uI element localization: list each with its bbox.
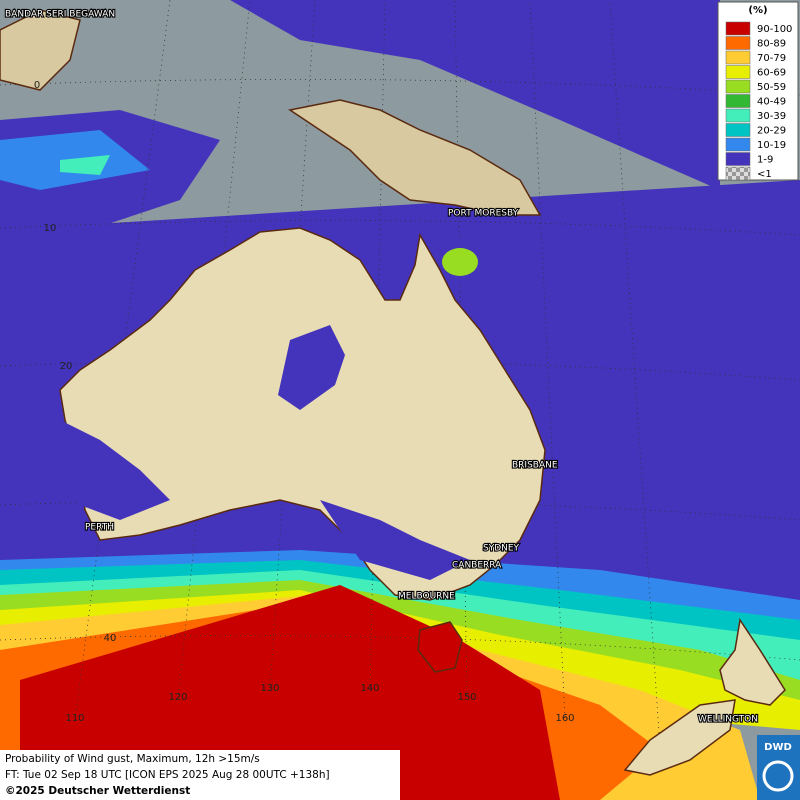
graticule-label: 110 [65, 713, 84, 724]
graticule-label: 130 [260, 683, 279, 694]
legend-label: 30-39 [757, 111, 786, 122]
legend-swatch [725, 94, 751, 108]
legend-label: 10-19 [757, 140, 786, 151]
graticule-label: 150 [457, 692, 476, 703]
city-label: WELLINGTON [698, 715, 758, 725]
legend: (%) 90-100 80-89 70-79 60-69 50-59 40-49 30-39… [717, 1, 799, 181]
city-label: PERTH [85, 523, 114, 533]
footer-box [0, 750, 400, 800]
city-label: SYDNEY [483, 544, 520, 554]
legend-label: 60-69 [757, 68, 786, 79]
legend-label: <1 [757, 169, 772, 180]
city-label: MELBOURNE [398, 592, 455, 602]
legend-swatch [725, 79, 751, 94]
legend-label: 70-79 [757, 53, 786, 64]
footer-line: FT: Tue 02 Sep 18 UTC [ICON EPS 2025 Aug… [5, 769, 330, 781]
city-label: BANDAR SERI BEGAWAN [5, 10, 115, 20]
footer-line: ©2025 Deutscher Wetterdienst [5, 785, 190, 797]
footer-line: Probability of Wind gust, Maximum, 12h >… [5, 753, 260, 765]
legend-swatch [725, 50, 751, 65]
legend-label: 1-9 [757, 155, 773, 166]
legend-label: 50-59 [757, 82, 786, 93]
legend-label: 80-89 [757, 39, 786, 50]
legend-label: 90-100 [757, 24, 792, 35]
city-label: BRISBANE [512, 461, 558, 471]
legend-swatch [725, 137, 751, 152]
graticule-label: 160 [555, 713, 574, 724]
legend-swatch [725, 166, 751, 181]
low-probability-areas [60, 240, 500, 580]
legend-swatch [725, 123, 751, 137]
land [0, 9, 786, 776]
graticule-label: 140 [360, 683, 379, 694]
legend-swatch [725, 21, 751, 36]
legend-label: 40-49 [757, 97, 786, 108]
probability-band [0, 155, 800, 690]
graticule-label: 120 [168, 692, 187, 703]
graticule-label: 20 [60, 361, 73, 372]
legend-swatch [725, 108, 751, 123]
legend-title: (%) [748, 5, 767, 16]
graticule-label: 40 [104, 633, 117, 644]
graticule-label: 0 [34, 80, 40, 91]
legend-label: 20-29 [757, 126, 786, 137]
city-label: CANBERRA [452, 561, 502, 571]
graticule-label: 10 [44, 223, 57, 234]
legend-swatch [725, 36, 751, 50]
logo: DWD [764, 742, 792, 753]
legend-swatch [725, 152, 751, 166]
city-label: PORT MORESBY [448, 209, 519, 219]
logo-icon [762, 760, 794, 792]
legend-swatch [725, 65, 751, 79]
